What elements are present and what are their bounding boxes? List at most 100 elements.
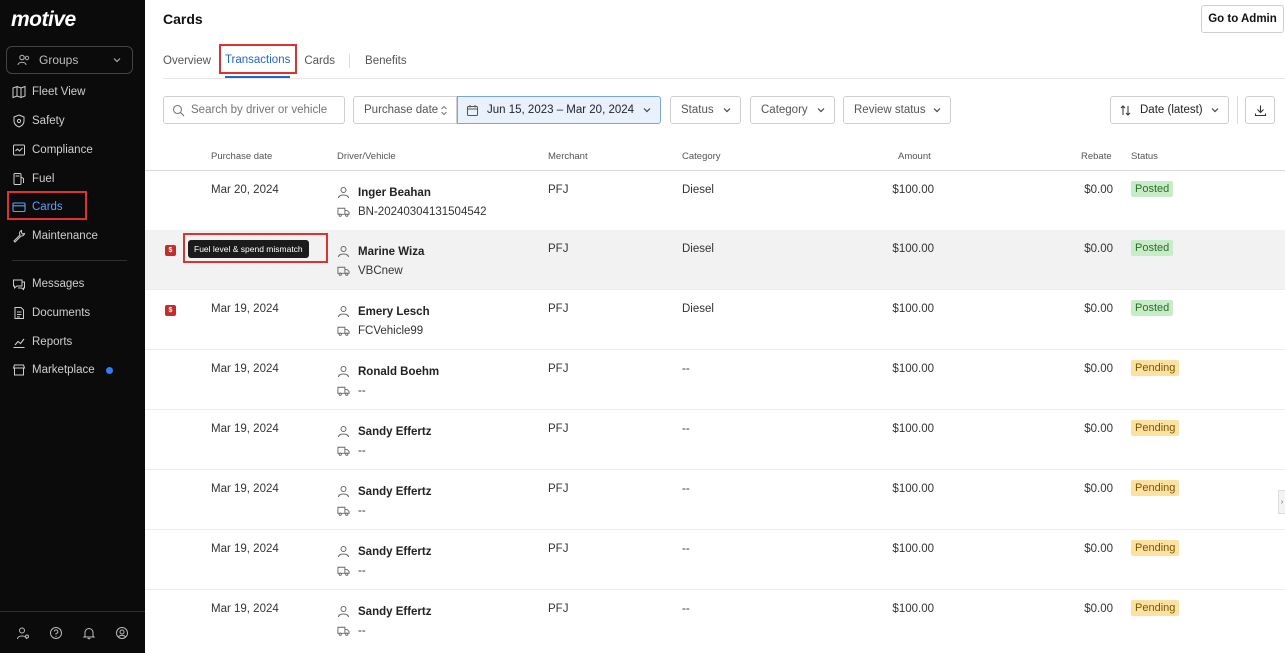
review-status-filter[interactable]: Review status bbox=[843, 96, 951, 124]
driver-name[interactable]: Sandy Effertz bbox=[358, 605, 432, 618]
page-title: Cards bbox=[163, 11, 203, 27]
sidebar-item-compliance[interactable]: Compliance bbox=[12, 140, 132, 160]
document-icon bbox=[12, 306, 26, 320]
driver-name[interactable]: Sandy Effertz bbox=[358, 485, 432, 498]
column-header[interactable]: Status bbox=[1131, 151, 1158, 162]
status-badge: Pending bbox=[1131, 360, 1180, 376]
column-header[interactable]: Rebate bbox=[1081, 151, 1112, 162]
category: -- bbox=[682, 543, 690, 555]
merchant: PFJ bbox=[548, 603, 569, 615]
driver-vehicle-cell: Ronald Boehm -- bbox=[337, 362, 439, 400]
sidebar-item-cards[interactable]: Cards bbox=[12, 197, 132, 217]
sidebar-item-messages[interactable]: Messages bbox=[12, 274, 132, 294]
highlight-box-transactions bbox=[219, 44, 297, 74]
driver-name[interactable]: Marine Wiza bbox=[358, 245, 425, 258]
merchant: PFJ bbox=[548, 543, 569, 555]
amount: $100.00 bbox=[892, 363, 934, 375]
groups-dropdown[interactable]: Groups bbox=[6, 46, 133, 74]
driver-name[interactable]: Inger Beahan bbox=[358, 186, 431, 199]
column-header[interactable]: Driver/Vehicle bbox=[337, 151, 396, 162]
table-row[interactable]: Mar 19, 2024 Sandy Effertz -- PFJ -- $10… bbox=[145, 410, 1285, 470]
purchase-date: Mar 19, 2024 bbox=[211, 483, 279, 495]
purchase-date-label: Purchase date bbox=[364, 104, 439, 116]
table-row[interactable]: Mar 20, 2024 Inger Beahan BN-20240304131… bbox=[145, 171, 1285, 231]
vehicle-name[interactable]: FCVehicle99 bbox=[358, 324, 424, 337]
rebate: $0.00 bbox=[1084, 184, 1113, 196]
tab-benefits[interactable]: Benefits bbox=[365, 55, 407, 67]
column-header[interactable]: Purchase date bbox=[211, 151, 273, 162]
download-button[interactable] bbox=[1245, 96, 1275, 124]
rebate: $0.00 bbox=[1084, 363, 1113, 375]
column-header[interactable]: Category bbox=[682, 151, 721, 162]
vehicle-name: -- bbox=[358, 504, 366, 517]
vehicle-name: -- bbox=[358, 624, 366, 637]
status-filter[interactable]: Status bbox=[670, 96, 741, 124]
sidebar-item-documents[interactable]: Documents bbox=[12, 303, 132, 323]
user-admin-icon[interactable] bbox=[16, 626, 30, 640]
column-header[interactable]: Amount bbox=[898, 151, 931, 162]
vehicle-name: -- bbox=[358, 384, 366, 397]
vehicle-name[interactable]: VBCnew bbox=[358, 264, 403, 277]
highlight-box-cards bbox=[7, 191, 87, 220]
purchase-date-select[interactable]: Purchase date bbox=[353, 96, 457, 124]
scroll-right-handle[interactable]: › bbox=[1278, 490, 1285, 514]
tab-transactions[interactable]: Transactions bbox=[224, 44, 291, 78]
driver-icon bbox=[337, 305, 350, 318]
wrench-icon bbox=[12, 229, 26, 243]
download-icon bbox=[1254, 104, 1267, 117]
main-content: Cards Go to Admin Overview Transactions … bbox=[145, 0, 1285, 653]
alert-flag-icon[interactable]: $ bbox=[165, 305, 176, 316]
sidebar-item-safety[interactable]: Safety bbox=[12, 111, 132, 131]
driver-icon bbox=[337, 245, 350, 258]
rebate: $0.00 bbox=[1084, 243, 1113, 255]
tab-cards[interactable]: Cards bbox=[304, 55, 336, 67]
driver-name[interactable]: Emery Lesch bbox=[358, 305, 430, 318]
date-range-picker[interactable]: Jun 15, 2023 – Mar 20, 2024 bbox=[457, 96, 661, 124]
tab-bar: Overview Transactions Cards Benefits bbox=[163, 44, 421, 78]
table-row[interactable]: Mar 19, 2024 Ronald Boehm -- PFJ -- $100… bbox=[145, 350, 1285, 410]
sidebar-item-maintenance[interactable]: Maintenance bbox=[12, 226, 132, 246]
sidebar: motive Groups Fleet View Safety Complian… bbox=[0, 0, 145, 653]
search-box[interactable] bbox=[163, 96, 345, 124]
bell-icon[interactable] bbox=[82, 626, 96, 640]
category-filter[interactable]: Category bbox=[750, 96, 835, 124]
help-icon[interactable] bbox=[49, 626, 63, 640]
driver-name[interactable]: Ronald Boehm bbox=[358, 365, 440, 378]
vehicle-name[interactable]: BN-20240304131504542 bbox=[358, 205, 487, 218]
sidebar-item-label: Reports bbox=[32, 336, 73, 348]
table-row[interactable]: $ Mar 19, 2024 Emery Lesch FCVehicle99 P… bbox=[145, 290, 1285, 350]
driver-name[interactable]: Sandy Effertz bbox=[358, 545, 432, 558]
column-header[interactable]: Merchant bbox=[548, 151, 588, 162]
sidebar-item-fleet-view[interactable]: Fleet View bbox=[12, 82, 132, 102]
search-input[interactable] bbox=[191, 104, 341, 116]
profile-icon[interactable] bbox=[115, 626, 129, 640]
sort-dropdown[interactable]: Date (latest) bbox=[1110, 96, 1229, 124]
motive-logo[interactable]: motive bbox=[11, 8, 76, 31]
table-row[interactable]: $ Fuel level & spend mismatch Marine Wiz… bbox=[145, 230, 1285, 290]
review-status-label: Review status bbox=[854, 104, 926, 116]
rebate: $0.00 bbox=[1084, 423, 1113, 435]
status-badge: Pending bbox=[1131, 600, 1180, 616]
driver-vehicle-cell: Sandy Effertz -- bbox=[337, 602, 432, 640]
amount: $100.00 bbox=[892, 243, 934, 255]
truck-icon bbox=[337, 324, 350, 337]
driver-name[interactable]: Sandy Effertz bbox=[358, 425, 432, 438]
calendar-icon bbox=[466, 104, 479, 117]
rebate: $0.00 bbox=[1084, 483, 1113, 495]
amount: $100.00 bbox=[892, 423, 934, 435]
merchant: PFJ bbox=[548, 303, 569, 315]
go-to-admin-button[interactable]: Go to Admin bbox=[1201, 5, 1284, 33]
table-row[interactable]: Mar 19, 2024 Sandy Effertz -- PFJ -- $10… bbox=[145, 470, 1285, 530]
sidebar-item-fuel[interactable]: Fuel bbox=[12, 169, 132, 189]
chevron-down-icon bbox=[722, 105, 732, 115]
chevron-down-icon bbox=[1210, 105, 1220, 115]
sidebar-item-marketplace[interactable]: Marketplace bbox=[12, 360, 132, 380]
sidebar-item-label: Fleet View bbox=[32, 86, 86, 98]
status-filter-label: Status bbox=[681, 104, 714, 116]
purchase-date: Mar 20, 2024 bbox=[211, 184, 279, 196]
table-row[interactable]: Mar 19, 2024 Sandy Effertz -- PFJ -- $10… bbox=[145, 590, 1285, 650]
sidebar-item-reports[interactable]: Reports bbox=[12, 332, 132, 352]
tab-overview[interactable]: Overview bbox=[163, 55, 211, 67]
table-row[interactable]: Mar 19, 2024 Sandy Effertz -- PFJ -- $10… bbox=[145, 530, 1285, 590]
alert-flag-icon[interactable]: $ bbox=[165, 245, 176, 256]
